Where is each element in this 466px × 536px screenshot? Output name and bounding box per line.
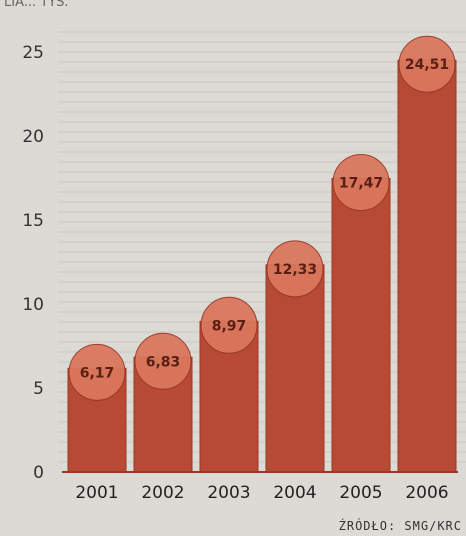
bar (265, 264, 325, 473)
y-tick-label: 25 (22, 43, 44, 63)
x-tick-label: 2003 (207, 483, 250, 503)
bars: 6,17 6,83 8,97 12,33 17,47 24,51 (67, 35, 457, 473)
data-label: 6,17 (80, 365, 115, 381)
y-tick-label: 15 (22, 211, 44, 231)
y-tick-label: 10 (22, 295, 44, 315)
source-note: ŹRÓDŁO: SMG/KRC (339, 518, 462, 533)
x-axis: 2001 2002 2003 2004 2005 2006 (62, 471, 458, 503)
x-tick-label: 2006 (405, 483, 448, 503)
value-bubble (398, 35, 456, 93)
data-label: 17,47 (339, 176, 383, 192)
data-label: 12,33 (273, 262, 317, 278)
x-tick-label: 2005 (339, 483, 382, 503)
data-label: 6,83 (146, 354, 181, 370)
x-tick-label: 2002 (141, 483, 184, 503)
x-tick-label: 2004 (273, 483, 316, 503)
y-axis: 0 5 10 15 20 25 (22, 43, 44, 483)
value-bubble (332, 154, 390, 212)
data-label: 24,51 (405, 57, 449, 73)
header-fragment: LIA... TYS. (4, 0, 69, 10)
value-bubble (200, 296, 258, 354)
value-bubble (266, 240, 324, 298)
y-tick-label: 20 (22, 127, 44, 147)
value-bubble (134, 332, 192, 390)
value-bubble (68, 343, 126, 401)
bar (331, 178, 391, 473)
data-label: 8,97 (212, 318, 247, 334)
x-tick-label: 2001 (75, 483, 118, 503)
y-tick-label: 5 (33, 379, 44, 399)
y-tick-label: 0 (33, 463, 44, 483)
bar (397, 59, 457, 473)
